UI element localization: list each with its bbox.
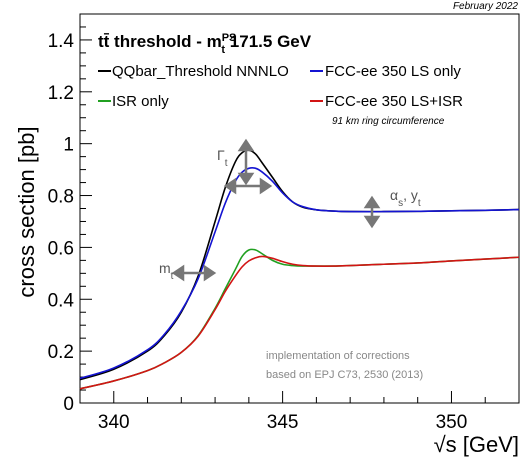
gamma-arrow (237, 138, 255, 186)
legend-label-green: ISR only (112, 93, 169, 110)
chart-title: tt̄ threshold - mPS t 171.5 GeV (98, 32, 312, 56)
annotations: Γt αs, yt mt implementation of correctio… (159, 138, 423, 381)
legend-label-red: FCC-ee 350 LS+ISR (325, 93, 463, 110)
series-line-isr-only (79, 248, 520, 390)
gamma-label: Γt (217, 147, 228, 169)
x-tick-label: 340 (98, 412, 130, 433)
y-tick-label: 1.2 (48, 83, 74, 104)
legend-label-black: QQbar_Threshold NNNLO (112, 63, 289, 80)
mass-label: mt (159, 260, 174, 282)
legend-label-blue: FCC-ee 350 LS only (325, 63, 461, 80)
y-axis-title: cross section [pb] (14, 126, 39, 297)
mass-arrow (171, 264, 217, 282)
x-tick-label: 345 (267, 412, 299, 433)
y-tick-label: 1 (63, 135, 74, 156)
series-group (79, 149, 520, 390)
y-tick-label: 0.8 (48, 187, 74, 208)
series-line-fcc-ee-350-ls-isr (79, 255, 520, 390)
width-arrow (223, 177, 273, 195)
x-axis-title: √s [GeV] (434, 432, 519, 457)
ring-note: 91 km ring circumference (332, 116, 445, 127)
x-tick-label: 350 (436, 412, 468, 433)
implementation-note-1: implementation of corrections (266, 350, 410, 362)
y-tick-label: 0.4 (48, 290, 75, 311)
alpha-y-label: αs, yt (390, 187, 421, 209)
y-tick-label: 1.4 (48, 31, 75, 52)
alpha-arrow (363, 195, 381, 229)
date-label: February 2022 (453, 1, 518, 12)
legend: QQbar_Threshold NNNLO FCC-ee 350 LS only… (98, 63, 463, 127)
y-tick-label: 0.6 (48, 238, 74, 259)
y-tick-label: 0.2 (48, 342, 74, 363)
implementation-note-2: based on EPJ C73, 2530 (2013) (266, 369, 423, 381)
series-line-fcc-ee-350-ls-only (79, 167, 520, 380)
axis-ticks: 0 0.2 0.4 0.6 0.8 1 1.2 1.4 340 345 350 (48, 13, 520, 433)
y-tick-label: 0 (63, 394, 74, 415)
